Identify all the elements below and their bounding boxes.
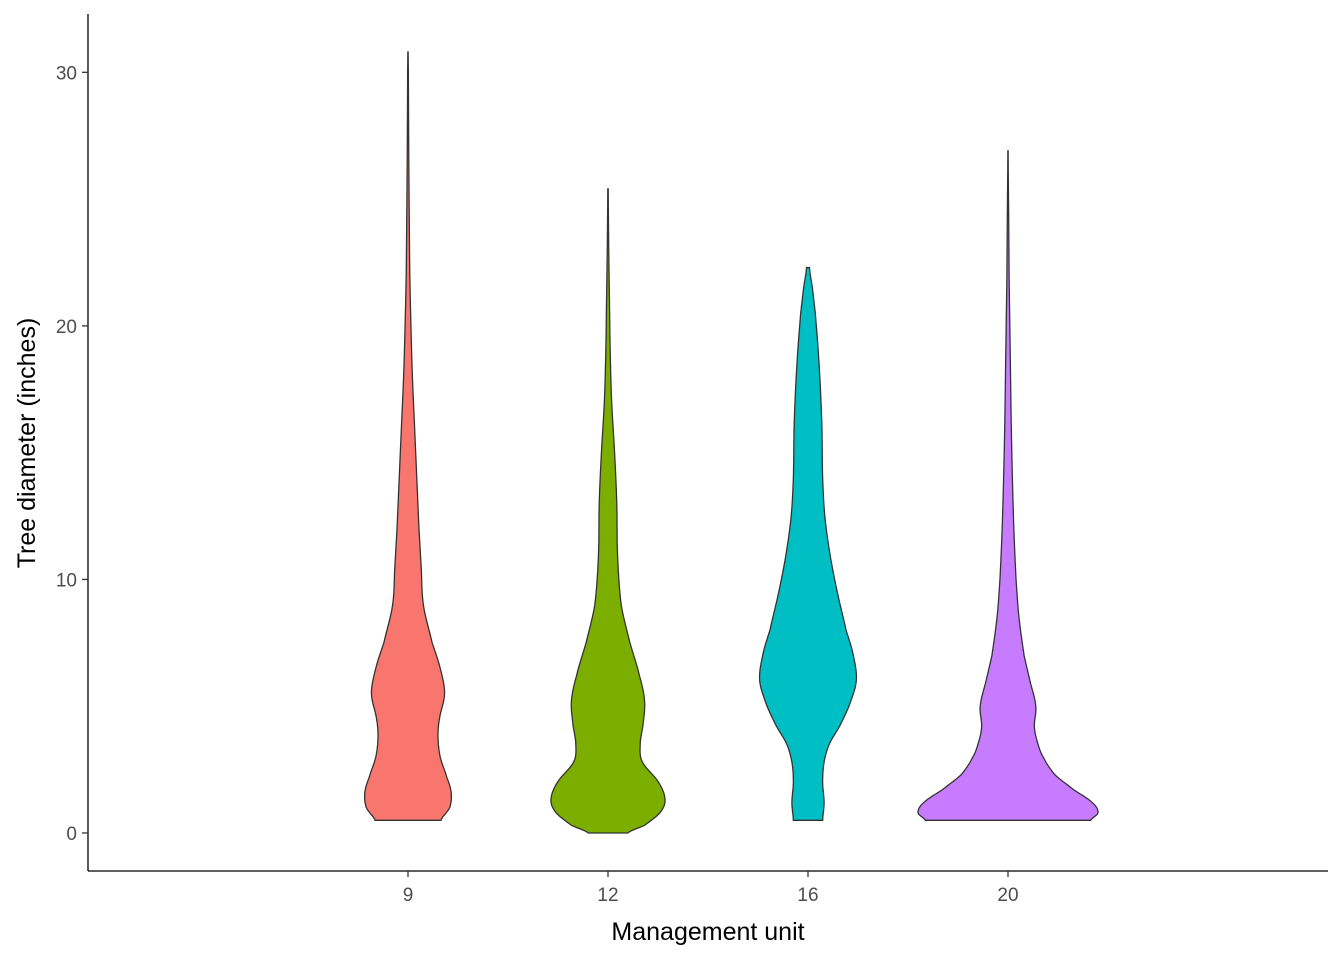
x-tick-label: 12 (597, 885, 618, 906)
violin-group (363, 51, 1099, 834)
y-tick-label: 30 (56, 63, 77, 84)
x-tick-label: 20 (997, 885, 1018, 906)
y-tick-label: 20 (56, 317, 77, 338)
x-axis-title: Management unit (611, 918, 804, 946)
y-axis-title: Tree diameter (inches) (13, 318, 41, 569)
y-tick-label: 10 (56, 570, 77, 591)
x-axis-ticks: 9 12 16 20 (403, 871, 1019, 906)
y-axis-ticks: 0 10 20 30 (56, 63, 88, 845)
violin-unit-9 (363, 51, 453, 821)
x-tick-label: 9 (403, 885, 414, 906)
y-tick-label: 0 (66, 824, 77, 845)
violin-unit-12 (550, 188, 666, 834)
x-tick-label: 16 (797, 885, 818, 906)
violin-unit-16 (758, 266, 858, 821)
violin-unit-20 (917, 150, 1099, 821)
